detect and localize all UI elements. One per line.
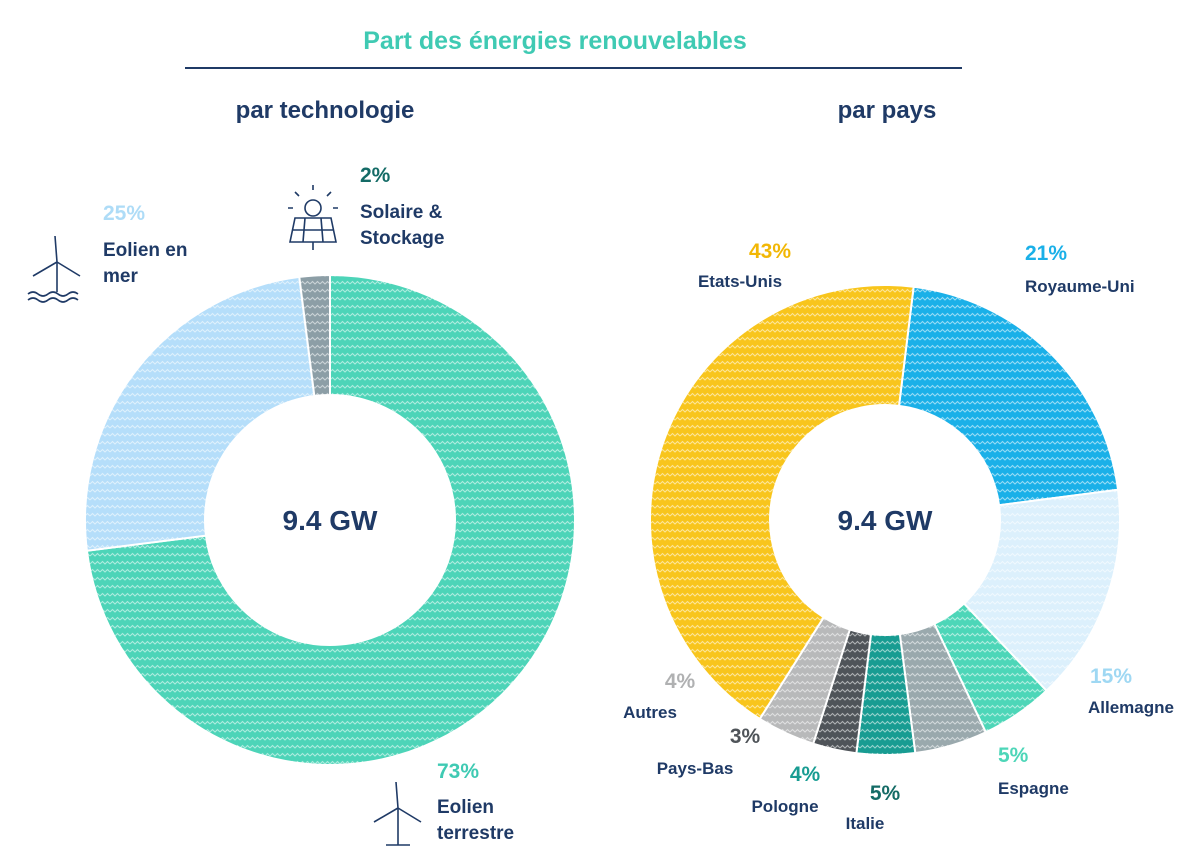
slice [84,275,316,552]
category-label: Pologne [751,797,819,816]
value-label: 3% [729,725,761,748]
chart-title: par technologie [236,97,415,124]
slice [897,285,1120,507]
value-label: 5% [998,744,1029,767]
category-label: Italie [845,814,885,833]
value-label: 21% [1025,242,1068,265]
category-label: Eolien en mer [103,240,188,287]
category-label: Royaume-Uni [1025,277,1135,296]
value-label: 5% [869,782,901,805]
solar-icon [288,185,338,250]
center-label: 9.4 GW [838,505,933,536]
category-label: Espagne [998,779,1069,798]
value-label: 43% [748,240,792,263]
value-label: 15% [1090,665,1133,688]
value-label: 4% [664,670,696,693]
value-label: 73% [437,760,480,783]
offshore-wind-icon [27,235,81,303]
category-label: Pays-Bas [656,759,734,778]
onshore-wind-icon [373,781,422,846]
value-label: 2% [360,164,391,187]
category-label: Eolien terrestre [437,797,515,844]
center-label: 9.4 GW [283,505,378,536]
value-label: 4% [789,763,821,786]
chart-title: par pays [838,97,937,124]
category-label: Allemagne [1088,698,1174,717]
value-label: 25% [103,202,146,225]
category-label: Autres [623,703,677,722]
category-label: Etats-Unis [697,272,783,291]
category-label: Solaire & Stockage [360,202,445,249]
page-title: Part des énergies renouvelables [363,27,747,55]
